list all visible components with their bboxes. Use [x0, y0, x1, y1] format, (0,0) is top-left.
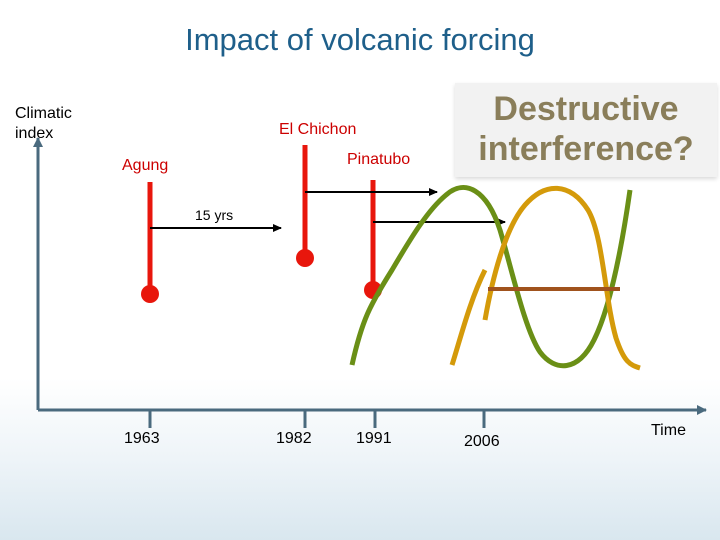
y-axis-label: Climatic index	[15, 105, 72, 142]
duration-label: 15 yrs	[195, 207, 234, 223]
year-1991: 1991	[356, 430, 392, 447]
callout-box: Destructive interference?	[455, 83, 717, 177]
label-pinatubo: Pinatubo	[347, 151, 411, 168]
year-2006: 2006	[464, 433, 500, 450]
gold-wave-left	[449, 268, 488, 366]
eruption-el-chichon	[296, 145, 314, 267]
year-1982: 1982	[276, 430, 312, 447]
x-axis-label: Time	[651, 422, 686, 439]
gold-wave	[482, 185, 641, 371]
label-agung: Agung	[122, 157, 169, 174]
year-1963: 1963	[124, 430, 160, 447]
label-el-chichon: El Chichon	[279, 121, 357, 138]
eruption-pinatubo	[364, 180, 382, 299]
eruption-agung	[141, 182, 159, 303]
slide-title: Impact of volcanic forcing	[185, 22, 535, 57]
